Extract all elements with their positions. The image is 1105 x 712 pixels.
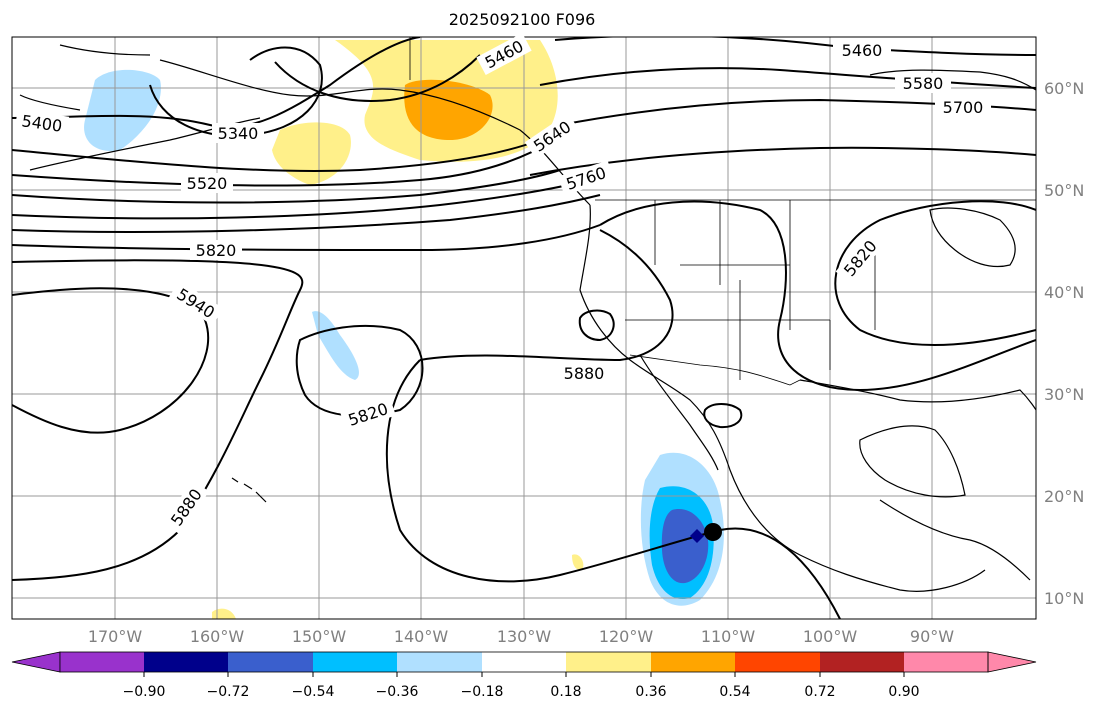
contour-5880-west <box>12 259 304 581</box>
contour-5880-south <box>385 359 841 619</box>
storm-center-marker <box>704 523 722 541</box>
small-positive-shade-bottom <box>212 608 236 619</box>
hawaii-islands <box>231 477 267 503</box>
colorbar-segment <box>482 652 566 672</box>
contour-5340-loop <box>149 46 323 137</box>
lat-label: 60°N <box>1044 79 1084 98</box>
lat-label: 40°N <box>1044 283 1084 302</box>
colorbar-segment <box>904 652 988 672</box>
contour-label: 5460 <box>842 41 883 60</box>
anomaly-shading <box>84 40 724 619</box>
contour-label: 5700 <box>943 98 984 117</box>
colorbar-tick-label: 0.54 <box>719 684 750 700</box>
contour-5460-loop <box>274 54 481 102</box>
colorbar-tick-label: −0.18 <box>461 684 504 700</box>
map-panel <box>12 37 1036 619</box>
yucatan <box>859 425 966 498</box>
contour-5940 <box>12 287 210 434</box>
contour-5880-east <box>419 229 674 362</box>
contour-band-2 <box>12 179 591 220</box>
contour-label: 5880 <box>564 364 605 383</box>
contour-5640 <box>12 139 556 187</box>
contour-label: 5580 <box>903 74 944 93</box>
lon-label: 90°W <box>910 627 954 646</box>
longitude-labels: 170°W 160°W 150°W 140°W 130°W 120°W 110°… <box>88 627 954 646</box>
negative-anomaly-shade-bering <box>84 69 161 151</box>
storm-markers <box>690 523 722 543</box>
figure-title: 2025092100 F096 <box>449 10 596 29</box>
colorbar-segment <box>397 652 482 672</box>
colorbar-segment <box>566 652 651 672</box>
lon-label: 170°W <box>88 627 143 646</box>
north-america-west-coast <box>579 204 986 592</box>
great-lakes <box>929 207 1016 268</box>
gulf-coast <box>799 379 1036 411</box>
colorbar-tick-label: −0.72 <box>207 684 250 700</box>
colorbar-segment <box>651 652 735 672</box>
lon-label: 130°W <box>497 627 552 646</box>
contour-5820-east <box>834 200 1036 346</box>
contour-mexico-loop <box>703 403 743 429</box>
lon-label: 100°W <box>803 627 858 646</box>
lon-label: 140°W <box>394 627 449 646</box>
colorbar-extend-max <box>987 651 1037 673</box>
colorbar-tick-label: 0.90 <box>888 684 919 700</box>
negative-anomaly-shade-central <box>312 311 360 380</box>
colorbar-tick-label: −0.54 <box>292 684 335 700</box>
contour-5760 <box>529 146 1036 176</box>
colorbar-segment <box>735 652 820 672</box>
colorbar-outline <box>59 651 989 673</box>
lon-label: 160°W <box>190 627 245 646</box>
lon-label: 110°W <box>701 627 756 646</box>
contour-5820-us <box>599 200 1036 392</box>
contour-band-1 <box>12 169 561 204</box>
colorbar-segment <box>313 652 397 672</box>
contour-label: 5340 <box>218 124 259 143</box>
contour-label: 5820 <box>196 241 237 260</box>
lat-label: 10°N <box>1044 589 1084 608</box>
colorbar-tick-label: −0.36 <box>376 684 419 700</box>
bering-coast <box>19 44 151 111</box>
small-positive-shade <box>572 554 584 570</box>
colorbar: −0.90 −0.72 −0.54 −0.36 −0.18 0.18 0.36 … <box>11 651 1037 700</box>
contour-label: 5520 <box>187 174 228 193</box>
central-america <box>879 499 1031 581</box>
lat-label: 30°N <box>1044 385 1084 404</box>
hudson-region <box>869 69 1036 91</box>
latitude-labels: 60°N 50°N 40°N 30°N 20°N 10°N <box>1044 79 1084 608</box>
lat-label: 20°N <box>1044 487 1084 506</box>
baja-peninsula <box>639 354 719 471</box>
colorbar-extend-min <box>11 651 61 673</box>
lon-label: 150°W <box>292 627 347 646</box>
contour-small-loop <box>578 309 615 342</box>
contour-5820-west <box>12 224 601 252</box>
lon-label: 120°W <box>599 627 654 646</box>
colorbar-tick-label: −0.90 <box>123 684 166 700</box>
blue-diamond-marker <box>690 529 704 543</box>
contour-5520 <box>12 139 541 172</box>
contour-band-3 <box>12 194 601 233</box>
country-borders <box>409 37 1036 386</box>
positive-anomaly-shade-gulf <box>272 122 351 185</box>
colorbar-tick-label: 0.72 <box>804 684 835 700</box>
colorbar-tick-label: 0.36 <box>635 684 666 700</box>
contour-5820-loop <box>295 324 424 417</box>
colorbar-tick-label: 0.18 <box>550 684 581 700</box>
negative-anomaly-core <box>661 509 709 584</box>
colorbar-segment <box>228 652 313 672</box>
colorbar-segment <box>60 652 144 672</box>
colorbar-segment <box>144 652 228 672</box>
colorbar-segment <box>820 652 904 672</box>
lat-label: 50°N <box>1044 181 1084 200</box>
